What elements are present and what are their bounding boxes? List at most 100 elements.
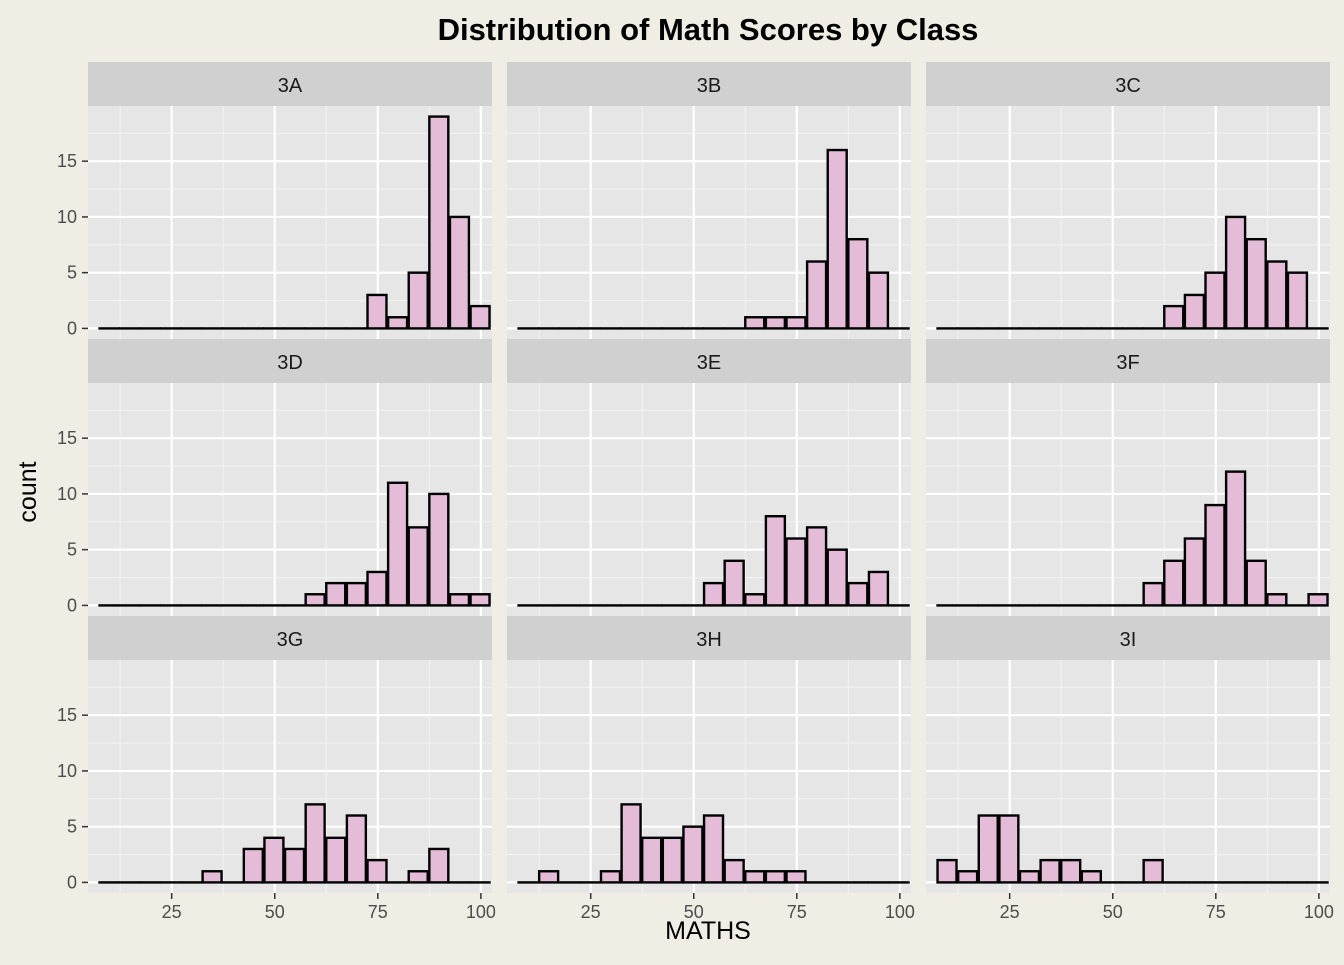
x-axis-title: MATHS <box>665 917 751 945</box>
facet-strip-label: 3H <box>696 629 722 651</box>
histogram-bar <box>326 838 345 883</box>
histogram-bar <box>1226 472 1245 606</box>
x-tick-label: 75 <box>1206 902 1226 922</box>
y-tick-label: 0 <box>67 872 77 892</box>
y-axis-title: count <box>14 461 42 522</box>
histogram-bar <box>848 583 867 605</box>
histogram-bar <box>388 483 407 606</box>
x-tick-label: 50 <box>265 902 285 922</box>
x-tick-label: 100 <box>466 902 496 922</box>
histogram-bar <box>766 871 785 882</box>
histogram-bar <box>1288 273 1307 329</box>
histogram-bar <box>429 494 448 605</box>
histogram-bar <box>429 849 448 882</box>
histogram-bar <box>704 816 723 883</box>
histogram-bar <box>244 849 263 882</box>
histogram-bar <box>1226 217 1245 328</box>
chart-title: Distribution of Math Scores by Class <box>438 12 979 47</box>
histogram-bar <box>539 871 558 882</box>
x-tick-label: 50 <box>1103 902 1123 922</box>
y-tick-label: 15 <box>57 428 77 448</box>
histogram-bar <box>1185 539 1204 606</box>
y-tick-label: 5 <box>67 817 77 837</box>
facet-strip-label: 3D <box>277 352 303 374</box>
histogram-bar <box>787 871 806 882</box>
histogram-bar <box>683 827 702 883</box>
histogram-bar <box>471 594 490 605</box>
facet-panel-3d: 3D 0 5 10 15 <box>57 339 492 616</box>
histogram-bar <box>938 860 957 882</box>
histogram-bar <box>1267 262 1286 329</box>
histogram-bar <box>745 871 764 882</box>
histogram-bar <box>1309 594 1328 605</box>
histogram-bar <box>450 594 469 605</box>
y-tick-label: 0 <box>67 318 77 338</box>
y-tick-label: 10 <box>57 207 77 227</box>
histogram-bar <box>725 860 744 882</box>
histogram-bar <box>869 273 888 329</box>
histogram-bar <box>1267 594 1286 605</box>
histogram-bar <box>828 150 847 328</box>
histogram-bar <box>601 871 620 882</box>
plot-panel <box>926 383 1330 616</box>
histogram-bar <box>745 594 764 605</box>
histogram-bar <box>787 317 806 328</box>
histogram-bar <box>642 838 661 883</box>
histogram-bar <box>1247 239 1266 328</box>
histogram-bar <box>388 317 407 328</box>
histogram-bar <box>285 849 304 882</box>
y-tick-label: 10 <box>57 484 77 504</box>
x-tick-label: 100 <box>1304 902 1334 922</box>
histogram-bar <box>1144 860 1163 882</box>
histogram-bar <box>848 239 867 328</box>
y-tick-label: 10 <box>57 761 77 781</box>
histogram-bar <box>745 317 764 328</box>
histogram-bar <box>1206 505 1225 605</box>
histogram-bar <box>1185 295 1204 328</box>
histogram-bar <box>787 539 806 606</box>
histogram-bar <box>471 306 490 328</box>
histogram-bar <box>1082 871 1101 882</box>
histogram-bar <box>409 527 428 605</box>
x-tick-label: 100 <box>885 902 915 922</box>
histogram-bar <box>766 317 785 328</box>
histogram-bar <box>409 273 428 329</box>
facet-panel-3f: 3F <box>926 339 1330 616</box>
histogram-bar <box>429 117 448 329</box>
facet-panel-3b: 3B <box>507 62 911 339</box>
histogram-bar <box>807 527 826 605</box>
histogram-bar <box>1247 561 1266 606</box>
facet-strip-label: 3E <box>697 352 721 374</box>
facet-strip-label: 3B <box>697 75 721 97</box>
facet-panel-3e: 3E <box>507 339 911 616</box>
histogram-bar <box>979 816 998 883</box>
histogram-bar <box>347 816 366 883</box>
y-tick-label: 5 <box>67 540 77 560</box>
histogram-bar <box>306 804 325 882</box>
histogram-bar <box>869 572 888 605</box>
histogram-bar <box>1164 561 1183 606</box>
histogram-bar <box>1020 871 1039 882</box>
histogram-bar <box>704 583 723 605</box>
x-tick-label: 25 <box>162 902 182 922</box>
plot-panel <box>507 383 911 616</box>
facet-strip-label: 3C <box>1115 75 1141 97</box>
histogram-bar <box>1041 860 1060 882</box>
histogram-bar <box>368 860 387 882</box>
histogram-bar <box>368 295 387 328</box>
y-tick-label: 0 <box>67 595 77 615</box>
histogram-bar <box>203 871 222 882</box>
facet-strip-label: 3F <box>1116 352 1139 374</box>
facet-strip-label: 3G <box>277 629 304 651</box>
histogram-bar <box>1061 860 1080 882</box>
facet-panel-3c: 3C <box>926 62 1330 339</box>
x-tick-label: 75 <box>368 902 388 922</box>
histogram-bar <box>807 262 826 329</box>
histogram-bar <box>264 838 283 883</box>
